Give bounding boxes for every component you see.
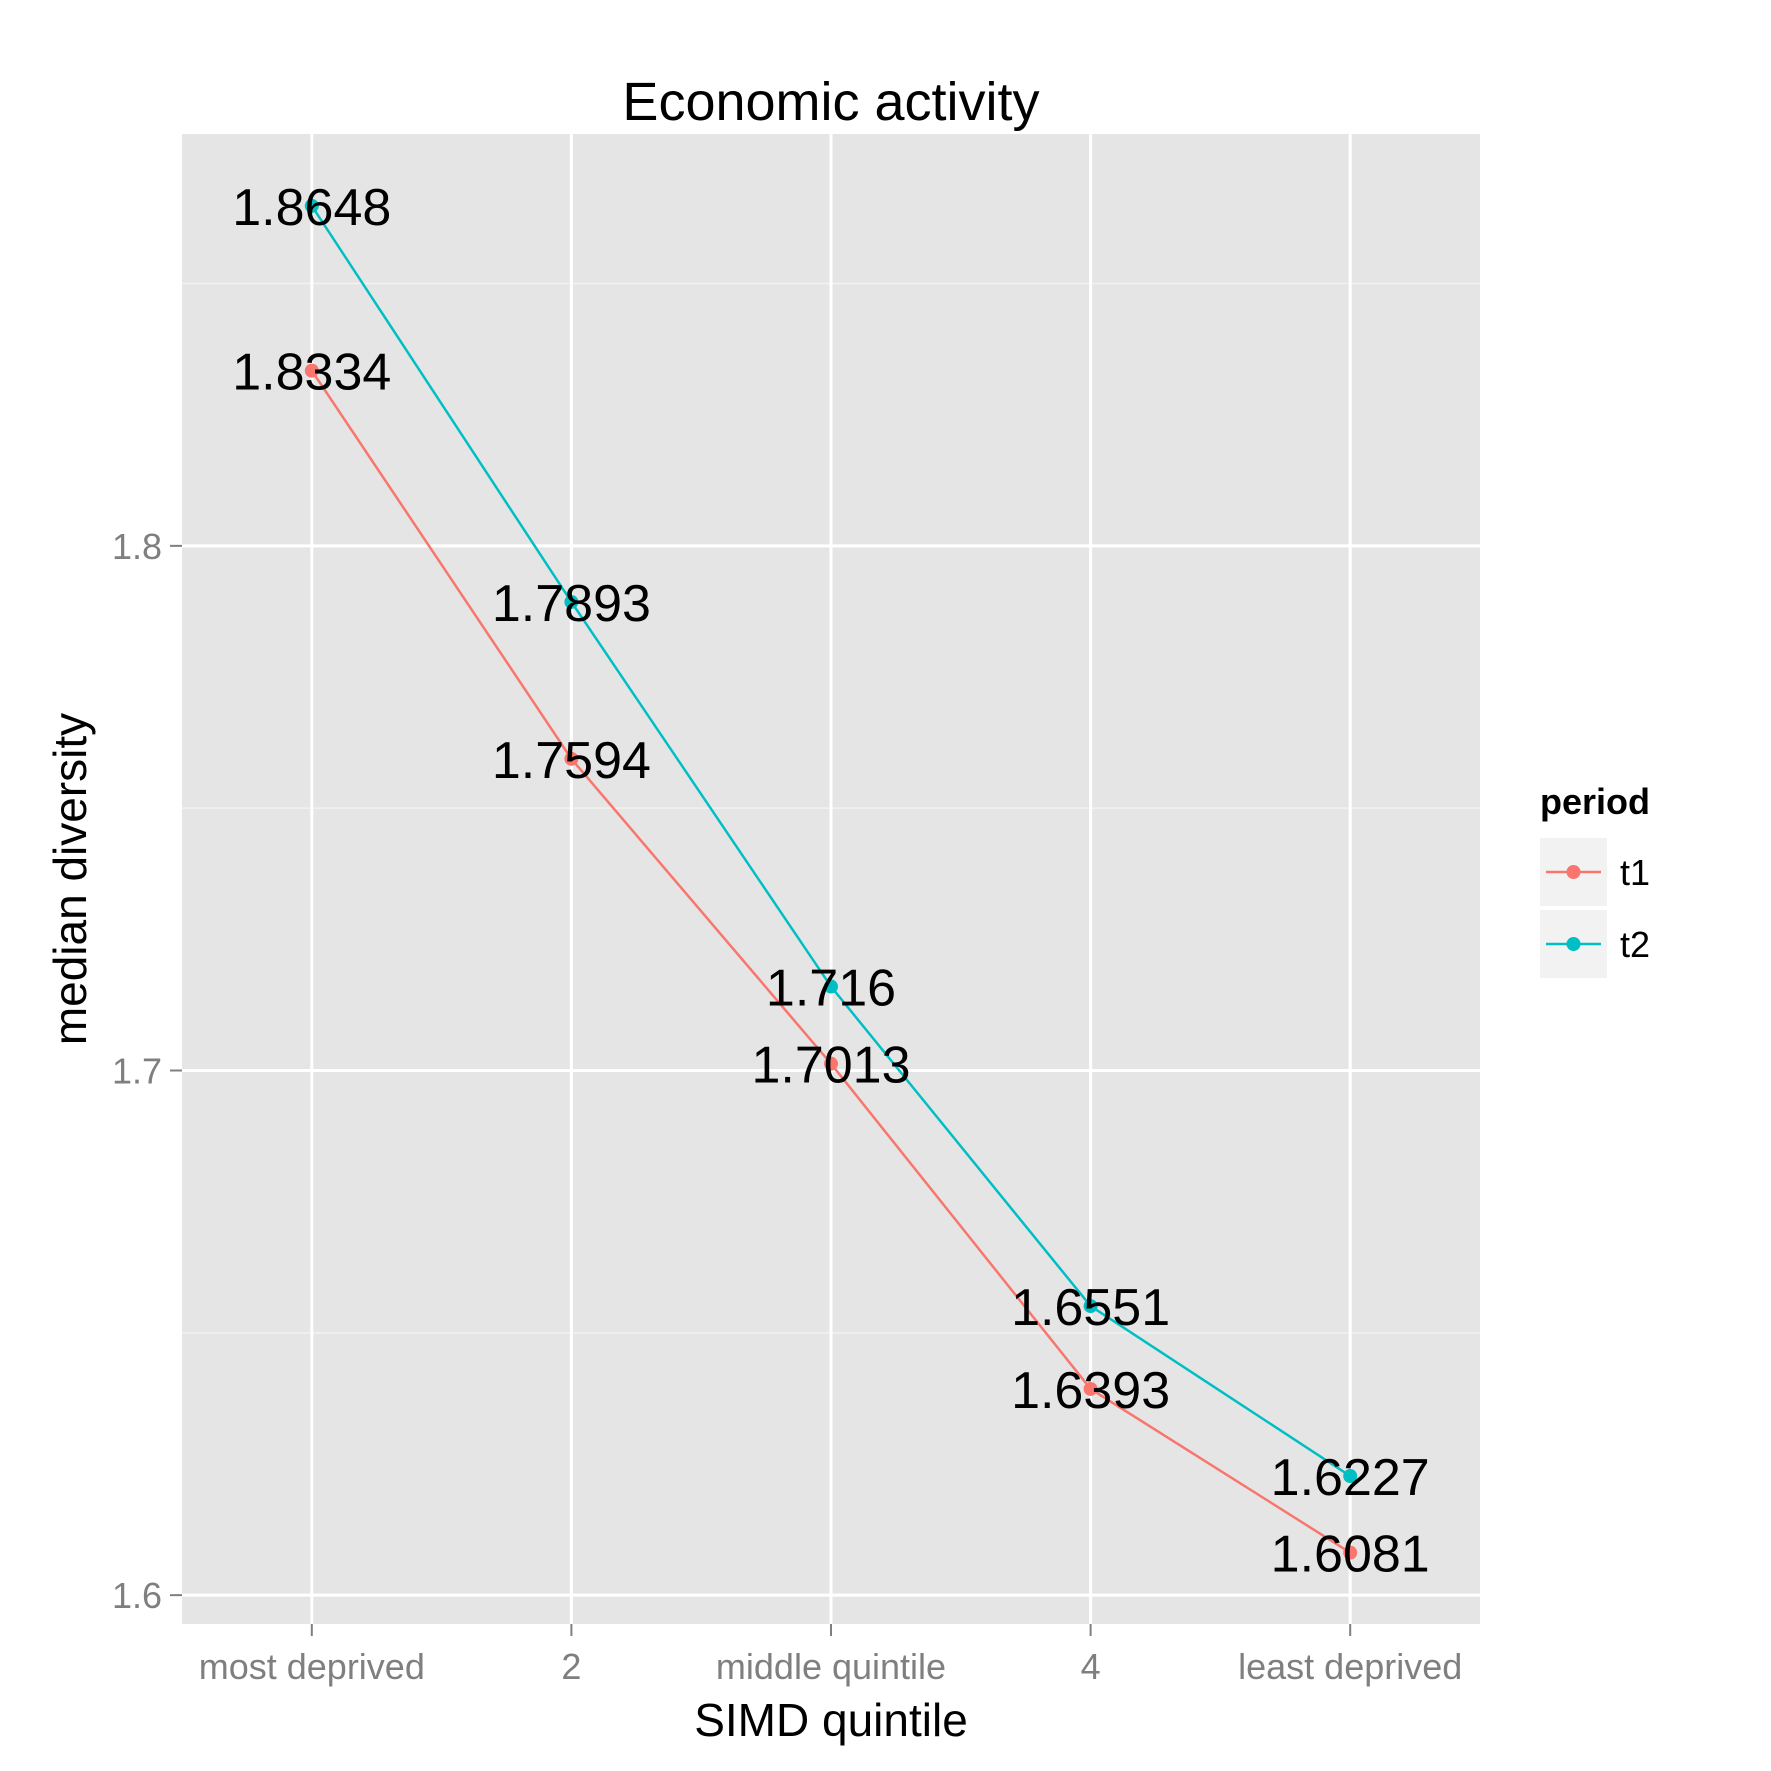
y-axis: 1.6 1.7 1.8 <box>112 526 182 1616</box>
data-point-t2 <box>564 594 579 609</box>
legend-label-t1: t1 <box>1620 852 1650 893</box>
legend-key-point-t1 <box>1566 865 1581 879</box>
data-label-t1: 1.6081 <box>1271 1526 1430 1584</box>
data-label-t2: 1.8648 <box>232 179 391 237</box>
data-point-t1 <box>1343 1545 1358 1560</box>
x-tick-label: 2 <box>561 1646 581 1687</box>
y-axis-title: median diversity <box>44 713 96 1045</box>
data-label-t1: 1.7013 <box>751 1037 910 1095</box>
data-label-t2: 1.716 <box>766 960 896 1018</box>
data-point-t1 <box>564 751 579 766</box>
data-label-t1: 1.6393 <box>1011 1362 1170 1420</box>
data-label-t2: 1.7893 <box>492 575 651 633</box>
legend: period t1 t2 <box>1540 781 1650 978</box>
x-tick-label: least deprived <box>1238 1646 1462 1687</box>
data-point-t1 <box>304 363 319 378</box>
major-gridlines <box>182 134 1480 1624</box>
data-labels: 1.8334 1.7594 1.7013 1.6393 1.6081 1.8648 1.78… <box>232 179 1429 1584</box>
data-point-t1 <box>1083 1381 1098 1396</box>
x-tick-label: 4 <box>1081 1646 1101 1687</box>
x-tick-label: most deprived <box>199 1646 425 1687</box>
legend-label-t2: t2 <box>1620 924 1650 965</box>
data-label-t2: 1.6227 <box>1271 1449 1430 1507</box>
data-label-t1: 1.8334 <box>232 344 391 402</box>
series-layer <box>304 198 1358 1560</box>
x-tick-label: middle quintile <box>716 1646 946 1687</box>
y-tick-label: 1.8 <box>112 526 162 567</box>
x-axis: most deprived 2 middle quintile 4 least depr… <box>199 1624 1462 1687</box>
data-point-t2 <box>1343 1469 1358 1484</box>
y-tick-label: 1.7 <box>112 1050 162 1091</box>
data-label-t1: 1.7594 <box>492 732 651 790</box>
data-point-t1 <box>824 1056 838 1071</box>
data-point-t2 <box>304 198 319 213</box>
x-axis-title: SIMD quintile <box>694 1694 968 1746</box>
legend-key-point-t2 <box>1566 937 1581 951</box>
data-point-t2 <box>1083 1299 1098 1314</box>
y-tick-label: 1.6 <box>112 1575 162 1616</box>
legend-title: period <box>1540 781 1650 822</box>
data-label-t2: 1.6551 <box>1011 1279 1170 1337</box>
chart-title: Economic activity <box>622 72 1039 132</box>
data-point-t2 <box>824 979 838 994</box>
